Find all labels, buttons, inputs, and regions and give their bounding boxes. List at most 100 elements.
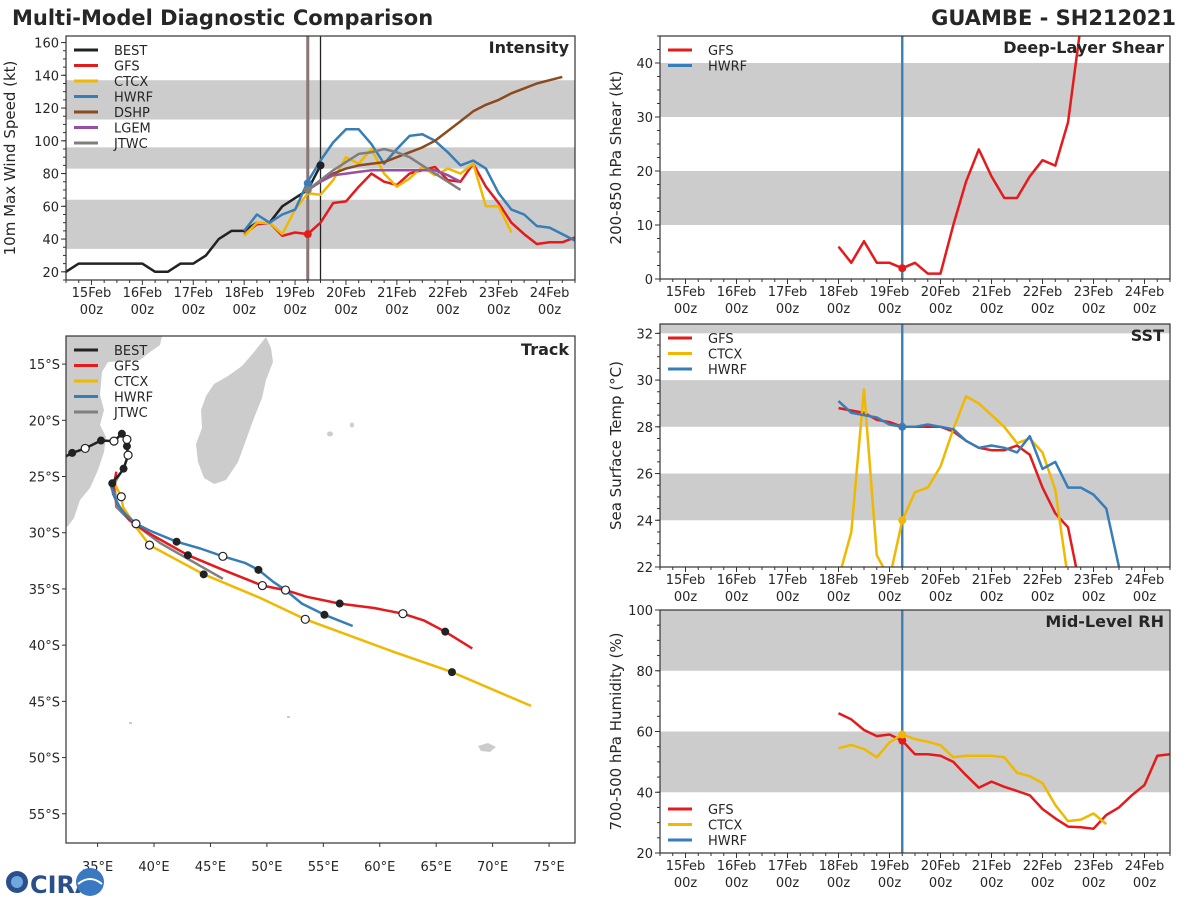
legend-label: GFS [708, 44, 734, 59]
x-tick-label-day: 19Feb [870, 859, 910, 874]
lon-tick-label: 65°E [421, 860, 452, 875]
legend-label: HWRF [708, 834, 747, 849]
x-tick-label-hour: 00z [1133, 590, 1157, 605]
series-line-ctcx [243, 147, 513, 237]
x-tick-label-day: 23Feb [1074, 859, 1114, 874]
threshold-band [660, 380, 1170, 427]
x-tick-label-day: 15Feb [72, 286, 112, 301]
track-point-00z [117, 429, 126, 438]
y-tick-label: 40 [636, 786, 653, 801]
x-tick-label-day: 17Feb [768, 285, 808, 300]
cira-logo: CIRA [6, 868, 104, 899]
x-tick-label-day: 18Feb [819, 859, 859, 874]
track-point-00z [68, 448, 77, 457]
lon-tick-label: 40°E [138, 860, 169, 875]
x-tick-label-hour: 00z [1031, 302, 1055, 317]
lat-tick-label: 35°S [29, 583, 60, 598]
panel-mid-level-rh: 15Feb 00z 16Feb 00z 17Feb 00z 18Feb 00z 19Feb 00z… [607, 604, 1171, 891]
x-tick-label-day: 23Feb [1074, 285, 1114, 300]
x-tick-label-hour: 00z [334, 303, 358, 318]
track-point-00z [199, 570, 208, 579]
x-tick-label-day: 23Feb [479, 286, 519, 301]
x-tick-label-hour: 00z [725, 876, 749, 891]
x-tick-label-hour: 00z [827, 876, 851, 891]
threshold-band [660, 473, 1170, 521]
series-line-ctcx [838, 733, 1108, 826]
y-axis-label: 700-500 hPa Humidity (%) [607, 632, 625, 830]
track-point-12z [398, 609, 408, 619]
x-tick-label-day: 21Feb [972, 285, 1012, 300]
x-tick-label-hour: 00z [725, 590, 749, 605]
track-point-12z [131, 519, 141, 529]
x-tick-label-hour: 00z [436, 303, 460, 318]
y-tick-label: 32 [636, 327, 653, 342]
track-point-00z [108, 479, 117, 488]
lat-tick-label: 45°S [29, 695, 60, 710]
y-tick-label: 140 [34, 69, 59, 84]
legend-label: LGEM [114, 122, 151, 137]
track-point-00z [122, 442, 131, 451]
x-tick-label-day: 22Feb [428, 286, 468, 301]
legend-label: GFS [114, 360, 140, 375]
track-point-12z [80, 443, 90, 454]
x-tick-label-hour: 00z [1082, 302, 1106, 317]
legend-label: GFS [114, 60, 140, 75]
legend-label: DSHP [114, 106, 150, 121]
y-tick-label: 40 [42, 233, 59, 248]
x-tick-label-day: 17Feb [768, 859, 808, 874]
track-point-12z [300, 614, 310, 624]
lat-tick-label: 55°S [29, 808, 60, 823]
x-tick-label-hour: 00z [1133, 876, 1157, 891]
analysis-marker-hwrf [898, 422, 907, 431]
x-tick-label-hour: 00z [929, 876, 953, 891]
analysis-marker-hwrf [303, 179, 312, 188]
x-tick-label-day: 17Feb [768, 573, 808, 588]
legend-label: CTCX [708, 819, 742, 834]
analysis-marker-ctcx [898, 730, 907, 739]
madagascar-land [196, 337, 273, 484]
track-point-00z [441, 627, 450, 636]
small-island [129, 722, 132, 724]
lat-tick-label: 30°S [29, 527, 60, 542]
reunion-island [327, 431, 333, 437]
legend-label: BEST [114, 44, 147, 59]
lat-tick-label: 25°S [29, 471, 60, 486]
analysis-marker-jtwc [303, 185, 312, 194]
x-tick-label-hour: 00z [1082, 590, 1106, 605]
legend-label: CTCX [114, 375, 148, 390]
x-tick-label-day: 21Feb [377, 286, 417, 301]
legend-label: CTCX [114, 75, 148, 90]
lon-tick-label: 50°E [251, 860, 282, 875]
x-tick-label-day: 20Feb [921, 859, 961, 874]
small-island [287, 716, 290, 718]
x-tick-label-day: 24Feb [1125, 573, 1165, 588]
track-point-00z [447, 668, 456, 677]
x-tick-label-hour: 00z [487, 303, 511, 318]
x-tick-label-hour: 00z [182, 303, 206, 318]
x-tick-label-day: 18Feb [224, 286, 264, 301]
legend-label: GFS [708, 332, 734, 347]
y-tick-label: 20 [42, 266, 59, 281]
x-tick-label-hour: 00z [1031, 876, 1055, 891]
track-point-12z [116, 492, 126, 502]
y-tick-label: 20 [636, 165, 653, 180]
track-point-12z [122, 434, 132, 445]
threshold-band [660, 610, 1170, 671]
x-tick-label-hour: 00z [827, 590, 851, 605]
x-tick-label-day: 19Feb [275, 286, 315, 301]
x-tick-label-day: 15Feb [666, 285, 706, 300]
y-tick-label: 30 [636, 374, 653, 389]
series-line-gfs [243, 162, 575, 246]
x-tick-label-hour: 00z [827, 302, 851, 317]
africa-land [66, 336, 162, 528]
threshold-band [660, 731, 1170, 793]
ocean [66, 336, 575, 843]
x-tick-label-day: 18Feb [819, 285, 859, 300]
track-point-00z [96, 436, 105, 445]
figure-title: Multi-Model Diagnostic Comparison [12, 6, 433, 30]
x-tick-label-day: 18Feb [819, 573, 859, 588]
analysis-marker-ctcx [898, 516, 907, 525]
panel-title: Intensity [489, 38, 570, 57]
track-point-00z [183, 551, 192, 560]
